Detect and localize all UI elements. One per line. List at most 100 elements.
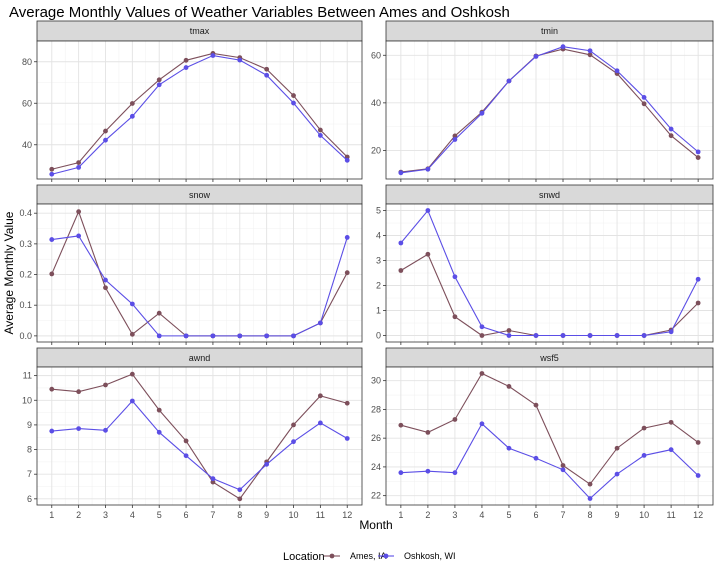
y-tick-label: 9 xyxy=(27,420,32,430)
data-point-awnd xyxy=(344,400,350,406)
x-tick-label: 5 xyxy=(157,510,162,520)
data-point-awnd xyxy=(210,479,216,485)
data-point-snow xyxy=(344,270,350,276)
strip-label-tmax: tmax xyxy=(190,26,210,36)
data-point-snwd xyxy=(398,268,404,273)
strip-label-wsf5: wsf5 xyxy=(539,353,559,363)
data-point-tmax xyxy=(264,72,270,78)
series-line-awnd xyxy=(51,373,348,500)
data-point-tmax xyxy=(317,133,323,138)
y-tick-label: 0.4 xyxy=(19,208,32,218)
y-tick-label: 6 xyxy=(27,494,32,504)
data-point-tmin xyxy=(695,149,701,155)
x-tick-label: 8 xyxy=(588,510,593,520)
x-axis-title: Month xyxy=(359,518,392,532)
data-point-tmax xyxy=(76,164,82,170)
data-point-tmax xyxy=(129,113,135,119)
y-tick-label: 26 xyxy=(371,433,381,443)
data-point-tmin xyxy=(479,110,485,116)
data-point-snow xyxy=(344,235,350,240)
x-tick-label: 1 xyxy=(49,510,54,520)
x-tick-label: 7 xyxy=(561,510,566,520)
x-tick-label: 11 xyxy=(316,510,325,520)
data-point-tmax xyxy=(344,157,350,163)
series-line-snwd xyxy=(400,209,699,337)
data-point-wsf5 xyxy=(533,455,539,461)
data-point-tmax xyxy=(317,127,323,133)
series-line-tmin xyxy=(400,46,699,174)
x-tick-label: 9 xyxy=(264,510,269,520)
data-point-snwd xyxy=(452,274,458,280)
data-point-snwd xyxy=(479,333,485,338)
data-point-wsf5 xyxy=(398,470,404,476)
strip-label-awnd: awnd xyxy=(189,353,211,363)
data-point-tmin xyxy=(668,133,674,139)
legend-key-point xyxy=(329,553,335,559)
series-line-tmax xyxy=(51,54,348,175)
data-point-snwd xyxy=(533,333,539,338)
data-point-awnd xyxy=(103,427,108,433)
data-point-awnd xyxy=(49,428,55,434)
data-point-tmax xyxy=(103,128,108,134)
data-point-snow xyxy=(210,333,216,339)
data-point-wsf5 xyxy=(560,463,566,468)
data-point-awnd xyxy=(291,422,296,428)
data-point-wsf5 xyxy=(641,453,647,458)
series-line-awnd xyxy=(51,400,348,491)
legend: Location Ames, IA Oshkosh, WI xyxy=(283,551,456,563)
y-tick-label: 20 xyxy=(371,145,381,155)
x-tick-label: 4 xyxy=(130,510,135,520)
legend-title: Location xyxy=(283,551,325,563)
data-point-awnd xyxy=(210,476,216,482)
data-point-snow xyxy=(156,310,162,316)
data-point-snow xyxy=(49,271,55,277)
data-point-tmax xyxy=(76,160,82,166)
data-point-wsf5 xyxy=(479,421,485,427)
data-point-tmax xyxy=(49,166,55,172)
data-point-awnd xyxy=(317,393,323,399)
data-point-wsf5 xyxy=(614,471,620,477)
data-point-tmax xyxy=(291,100,296,106)
y-tick-label: 22 xyxy=(371,491,381,501)
y-tick-label: 40 xyxy=(371,98,381,108)
y-tick-label: 3 xyxy=(376,256,381,266)
data-point-tmax xyxy=(156,77,162,83)
panel-tmax: tmax 40 60 80 xyxy=(22,20,363,182)
data-point-awnd xyxy=(237,496,243,502)
data-point-snow xyxy=(317,320,323,326)
panel-border-snwd xyxy=(385,203,714,343)
data-point-tmax xyxy=(183,57,189,63)
data-point-awnd xyxy=(183,453,189,459)
data-point-wsf5 xyxy=(398,422,404,428)
data-point-snow xyxy=(129,331,135,337)
series-line-wsf5 xyxy=(400,372,699,485)
panels: tmax406080tmin204060snow0.00.10.20.30.4s… xyxy=(19,20,714,520)
data-point-awnd xyxy=(317,420,323,426)
data-point-wsf5 xyxy=(452,417,458,422)
data-point-awnd xyxy=(291,439,296,445)
x-tick-label: 4 xyxy=(479,510,484,520)
data-point-snwd xyxy=(695,276,701,282)
x-tick-label: 12 xyxy=(342,510,352,520)
data-point-wsf5 xyxy=(668,419,674,425)
x-tick-label: 7 xyxy=(210,510,215,520)
x-tick-label: 8 xyxy=(237,510,242,520)
y-tick-label: 0.3 xyxy=(19,239,32,249)
data-point-tmin xyxy=(587,52,593,58)
data-point-tmax xyxy=(344,154,350,160)
data-point-snow xyxy=(103,277,108,283)
y-tick-label: 7 xyxy=(27,469,32,479)
data-point-snwd xyxy=(614,333,620,338)
data-point-snow xyxy=(237,333,243,339)
data-point-tmax xyxy=(183,65,189,70)
data-point-wsf5 xyxy=(668,447,674,453)
data-point-awnd xyxy=(156,407,162,413)
x-tick-label: 10 xyxy=(289,510,299,520)
data-point-wsf5 xyxy=(641,425,647,431)
data-point-wsf5 xyxy=(695,473,701,478)
data-point-tmin xyxy=(398,170,404,176)
y-tick-label: 0.1 xyxy=(19,300,32,310)
data-point-snow xyxy=(291,333,296,339)
x-tick-label: 9 xyxy=(615,510,620,520)
